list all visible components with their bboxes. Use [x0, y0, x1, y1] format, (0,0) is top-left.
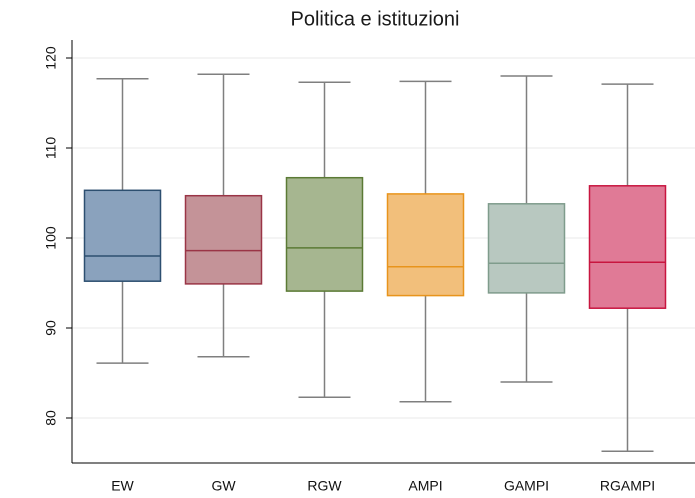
box — [386, 193, 465, 297]
x-tick-label: GAMPI — [504, 478, 549, 494]
x-tick-label: RGW — [307, 478, 342, 494]
box — [285, 176, 364, 292]
x-tick-label: EW — [111, 478, 134, 494]
chart-title: Politica e istituzioni — [291, 8, 460, 30]
y-tick-label: 100 — [43, 226, 59, 250]
y-tick-label: 110 — [43, 137, 59, 160]
box — [184, 194, 263, 285]
y-tick-label: 120 — [43, 46, 59, 70]
y-tick-label: 80 — [43, 410, 59, 426]
x-tick-label: RGAMPI — [600, 478, 655, 494]
x-tick-label: AMPI — [408, 478, 442, 494]
y-tick-label: 90 — [43, 320, 59, 336]
x-tick-label: GW — [211, 478, 236, 494]
box — [487, 203, 566, 294]
box — [83, 189, 162, 282]
box — [588, 185, 667, 309]
